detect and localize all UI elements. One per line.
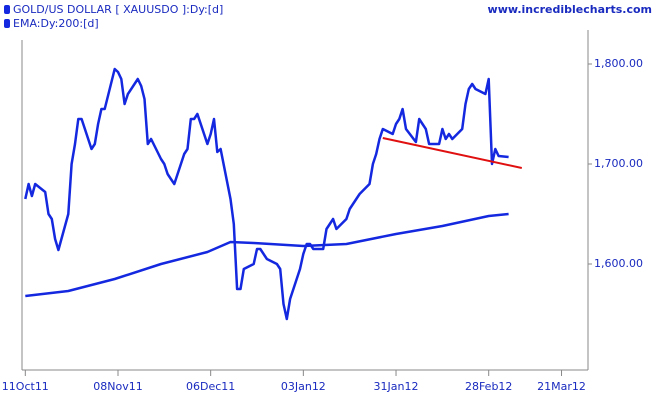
x-tick-label: 08Nov11 [93, 380, 142, 393]
x-tick-label: 03Jan12 [281, 380, 326, 393]
y-tick-label: 1,600.00 [594, 257, 643, 270]
trend-line [382, 137, 523, 169]
legend-entry: GOLD/US DOLLAR [ XAUUSDO ]:Dy:[d] [13, 3, 223, 16]
y-tick-label: 1,700.00 [594, 157, 643, 170]
x-tick-label: 11Oct11 [2, 380, 49, 393]
series-line [24, 67, 509, 321]
x-tick-label: 28Feb12 [465, 380, 512, 393]
x-tick-label: 06Dec11 [186, 380, 235, 393]
x-tick-label: 31Jan12 [374, 380, 419, 393]
legend-swatch [4, 19, 10, 28]
series-line [25, 212, 509, 298]
legend-entry: EMA:Dy:200:[d] [13, 17, 99, 30]
y-tick-label: 1,800.00 [594, 57, 643, 70]
legend-swatch [4, 5, 10, 14]
watermark: www.incrediblecharts.com [488, 3, 652, 16]
x-tick-label: 21Mar12 [537, 380, 586, 393]
